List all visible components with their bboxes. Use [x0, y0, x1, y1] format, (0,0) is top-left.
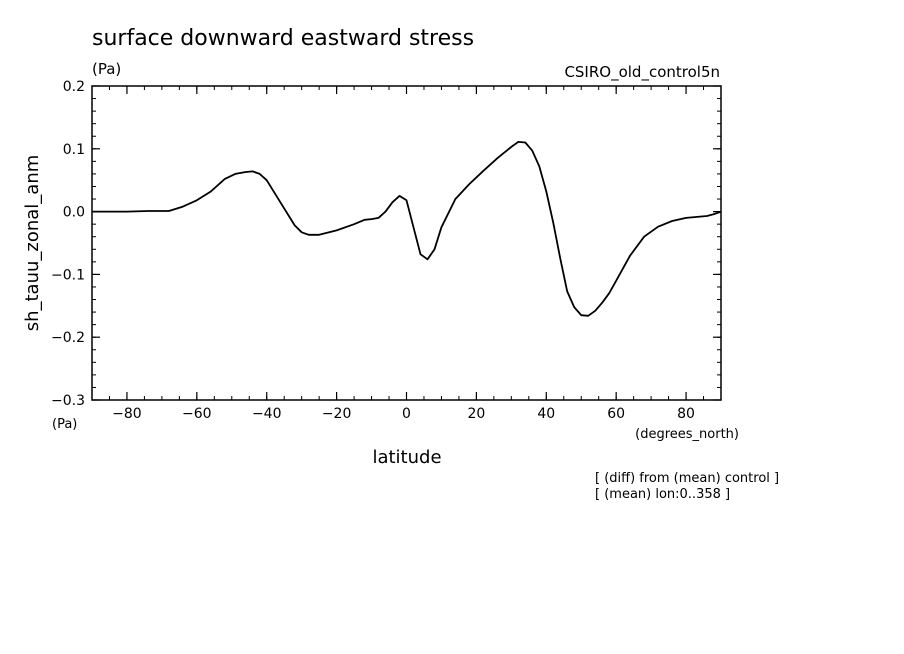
- chart-title: surface downward eastward stress: [92, 26, 474, 51]
- x-tick-label: −20: [322, 406, 352, 422]
- note-line-1: [ (diff) from (mean) control ]: [595, 471, 779, 486]
- title-units: (Pa): [92, 60, 121, 78]
- note-line-2: [ (mean) lon:0..358 ]: [595, 487, 730, 502]
- y-axis-label: sh_tauu_zonal_anm: [22, 155, 43, 332]
- y-tick-label: −0.2: [51, 330, 85, 346]
- x-tick-label: 20: [467, 406, 485, 422]
- y-tick-label: −0.3: [51, 393, 85, 409]
- y-tick-label: 0.2: [63, 79, 85, 95]
- x-tick-label: 80: [677, 406, 695, 422]
- x-tick-label: 40: [537, 406, 555, 422]
- x-axis-label: latitude: [372, 447, 441, 468]
- y-tick-label: 0.1: [63, 142, 85, 158]
- y-ticks: −0.3 −0.2 −0.1 0.0 0.1 0.2: [51, 79, 721, 409]
- x-tick-label: −60: [182, 406, 212, 422]
- x-tick-label: −80: [112, 406, 142, 422]
- y-axis-units: (Pa): [52, 417, 77, 432]
- x-tick-label: 60: [607, 406, 625, 422]
- x-axis-units: (degrees_north): [635, 427, 739, 442]
- y-tick-label: −0.1: [51, 267, 85, 283]
- dataset-label: CSIRO_old_control5n: [564, 63, 720, 82]
- x-ticks: −80 −60 −40 −20 0 20 40 60 80: [91, 86, 722, 422]
- plot-frame: [91, 85, 722, 401]
- series-line: [92, 140, 722, 317]
- series-group: [92, 140, 722, 317]
- x-tick-label: 0: [402, 406, 411, 422]
- x-tick-label: −40: [252, 406, 282, 422]
- y-tick-label: 0.0: [63, 205, 85, 221]
